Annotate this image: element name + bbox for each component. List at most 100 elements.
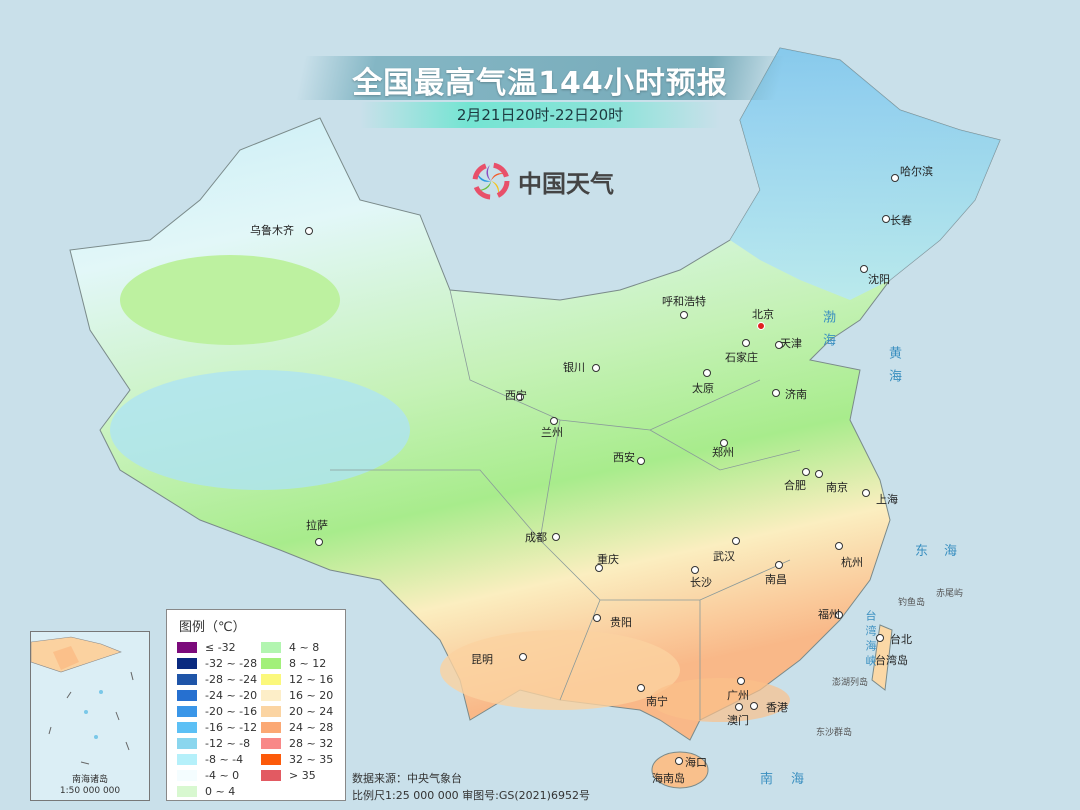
- city-label: 重庆: [597, 553, 619, 566]
- city-marker-icon: [680, 311, 688, 319]
- legend-label: -24 ~ -20: [205, 688, 258, 702]
- city-label: 哈尔滨: [900, 165, 933, 178]
- place-label: 赤尾屿: [936, 589, 964, 599]
- legend-swatch: [261, 673, 281, 685]
- legend-swatch: [177, 737, 197, 749]
- city-marker-icon: [862, 489, 870, 497]
- city-marker-icon: [882, 215, 890, 223]
- city-marker-icon: [637, 684, 645, 692]
- legend-item: 16 ~ 20: [261, 687, 345, 703]
- place-label: 东沙群岛: [816, 728, 853, 738]
- legend-item: 0 ~ 4: [177, 783, 261, 799]
- legend-swatch: [261, 657, 281, 669]
- city-marker-icon: [750, 702, 758, 710]
- city-marker-icon: [876, 634, 884, 642]
- city-marker-icon: [315, 538, 323, 546]
- city-marker-icon: [691, 566, 699, 574]
- legend-item: 12 ~ 16: [261, 671, 345, 687]
- legend-label: -8 ~ -4: [205, 752, 244, 766]
- legend-swatch: [177, 673, 197, 685]
- logo-text: 中国天气: [518, 169, 614, 198]
- legend-swatch: [177, 753, 197, 765]
- city-marker-icon: [720, 439, 728, 447]
- legend-item: -20 ~ -16: [177, 703, 261, 719]
- legend-item: ≤ -32: [177, 639, 261, 655]
- city-marker-icon: [595, 564, 603, 572]
- inset-title: 南海诸岛: [71, 775, 108, 785]
- legend-swatch: [177, 769, 197, 781]
- legend: 图例（℃） ≤ -32 -32 ~ -28 -28 ~ -24 -24 ~ -20 -2…: [166, 609, 346, 801]
- city-marker-icon: [735, 703, 743, 711]
- legend-item: 20 ~ 24: [261, 703, 345, 719]
- legend-swatch: [261, 753, 281, 765]
- pinwheel-logo-icon: [472, 162, 510, 200]
- city-marker-icon: [835, 542, 843, 550]
- legend-item: 8 ~ 12: [261, 655, 345, 671]
- city-marker-icon: [772, 389, 780, 397]
- south-china-warm: [440, 630, 680, 710]
- legend-label: 20 ~ 24: [289, 704, 334, 718]
- city-label: 海口: [685, 756, 707, 769]
- city-label: 济南: [785, 388, 807, 401]
- legend-label: 24 ~ 28: [289, 720, 334, 734]
- city-label: 南京: [826, 481, 848, 494]
- city-label: 天津: [780, 337, 802, 350]
- city-marker-icon: [891, 174, 899, 182]
- legend-item: -24 ~ -20: [177, 687, 261, 703]
- city-label: 成都: [525, 531, 547, 544]
- city-label: 呼和浩特: [662, 295, 706, 308]
- legend-swatch: [261, 737, 281, 749]
- sea-label: 黄海: [886, 346, 901, 392]
- city-label: 银川: [563, 361, 585, 374]
- city-marker-icon: [835, 611, 843, 619]
- legend-label: -12 ~ -8: [205, 736, 251, 750]
- legend-swatch: [177, 689, 197, 701]
- place-label: 海南岛: [652, 772, 685, 785]
- legend-item: -4 ~ 0: [177, 767, 261, 783]
- city-label: 太原: [692, 382, 714, 395]
- legend-swatch: [177, 641, 197, 653]
- sea-label: 台湾海峡: [864, 610, 877, 670]
- city-label: 南昌: [765, 573, 787, 586]
- city-marker-icon: [815, 470, 823, 478]
- city-label: 贵阳: [610, 616, 632, 629]
- legend-item: 28 ~ 32: [261, 735, 345, 751]
- city-marker-icon: [519, 653, 527, 661]
- south-china-sea-inset: 南海诸岛 1:50 000 000: [30, 631, 150, 801]
- legend-swatch: [177, 785, 197, 797]
- legend-label: -4 ~ 0: [205, 768, 240, 782]
- legend-label: -16 ~ -12: [205, 720, 258, 734]
- legend-item: -28 ~ -24: [177, 671, 261, 687]
- city-marker-icon: [550, 417, 558, 425]
- city-marker-icon: [775, 341, 783, 349]
- city-marker-icon: [552, 533, 560, 541]
- sea-label: 南海: [760, 772, 823, 787]
- city-label: 南宁: [646, 695, 668, 708]
- city-label: 福州: [818, 608, 840, 621]
- subtitle-banner: [360, 102, 720, 128]
- city-marker-icon: [675, 757, 683, 765]
- city-marker-icon: [802, 468, 810, 476]
- sea-label: 渤海: [820, 310, 835, 356]
- city-label: 台北: [890, 633, 912, 646]
- logo: 中国天气: [470, 160, 614, 202]
- city-label: 昆明: [471, 653, 493, 666]
- city-label: 上海: [876, 493, 898, 506]
- guangdong-warm: [650, 678, 790, 722]
- city-marker-icon: [732, 537, 740, 545]
- map-subtitle: 2月21日20时-22日20时: [456, 106, 624, 124]
- scale-and-approval: 比例尺1:25 000 000 审图号:GS(2021)6952号: [352, 789, 590, 802]
- legend-item: 24 ~ 28: [261, 719, 345, 735]
- city-label: 澳门: [727, 714, 749, 727]
- legend-item: > 35: [261, 767, 345, 783]
- city-label: 拉萨: [306, 519, 328, 532]
- city-label: 杭州: [841, 556, 863, 569]
- city-marker-icon: [775, 561, 783, 569]
- city-marker-icon: [757, 322, 765, 330]
- legend-item: -32 ~ -28: [177, 655, 261, 671]
- legend-item: -16 ~ -12: [177, 719, 261, 735]
- source-info: 数据来源：中央气象台 比例尺1:25 000 000 审图号:GS(2021)6…: [352, 770, 590, 804]
- legend-label: 28 ~ 32: [289, 736, 334, 750]
- legend-label: 12 ~ 16: [289, 672, 334, 686]
- place-label: 澎湖列岛: [832, 678, 869, 688]
